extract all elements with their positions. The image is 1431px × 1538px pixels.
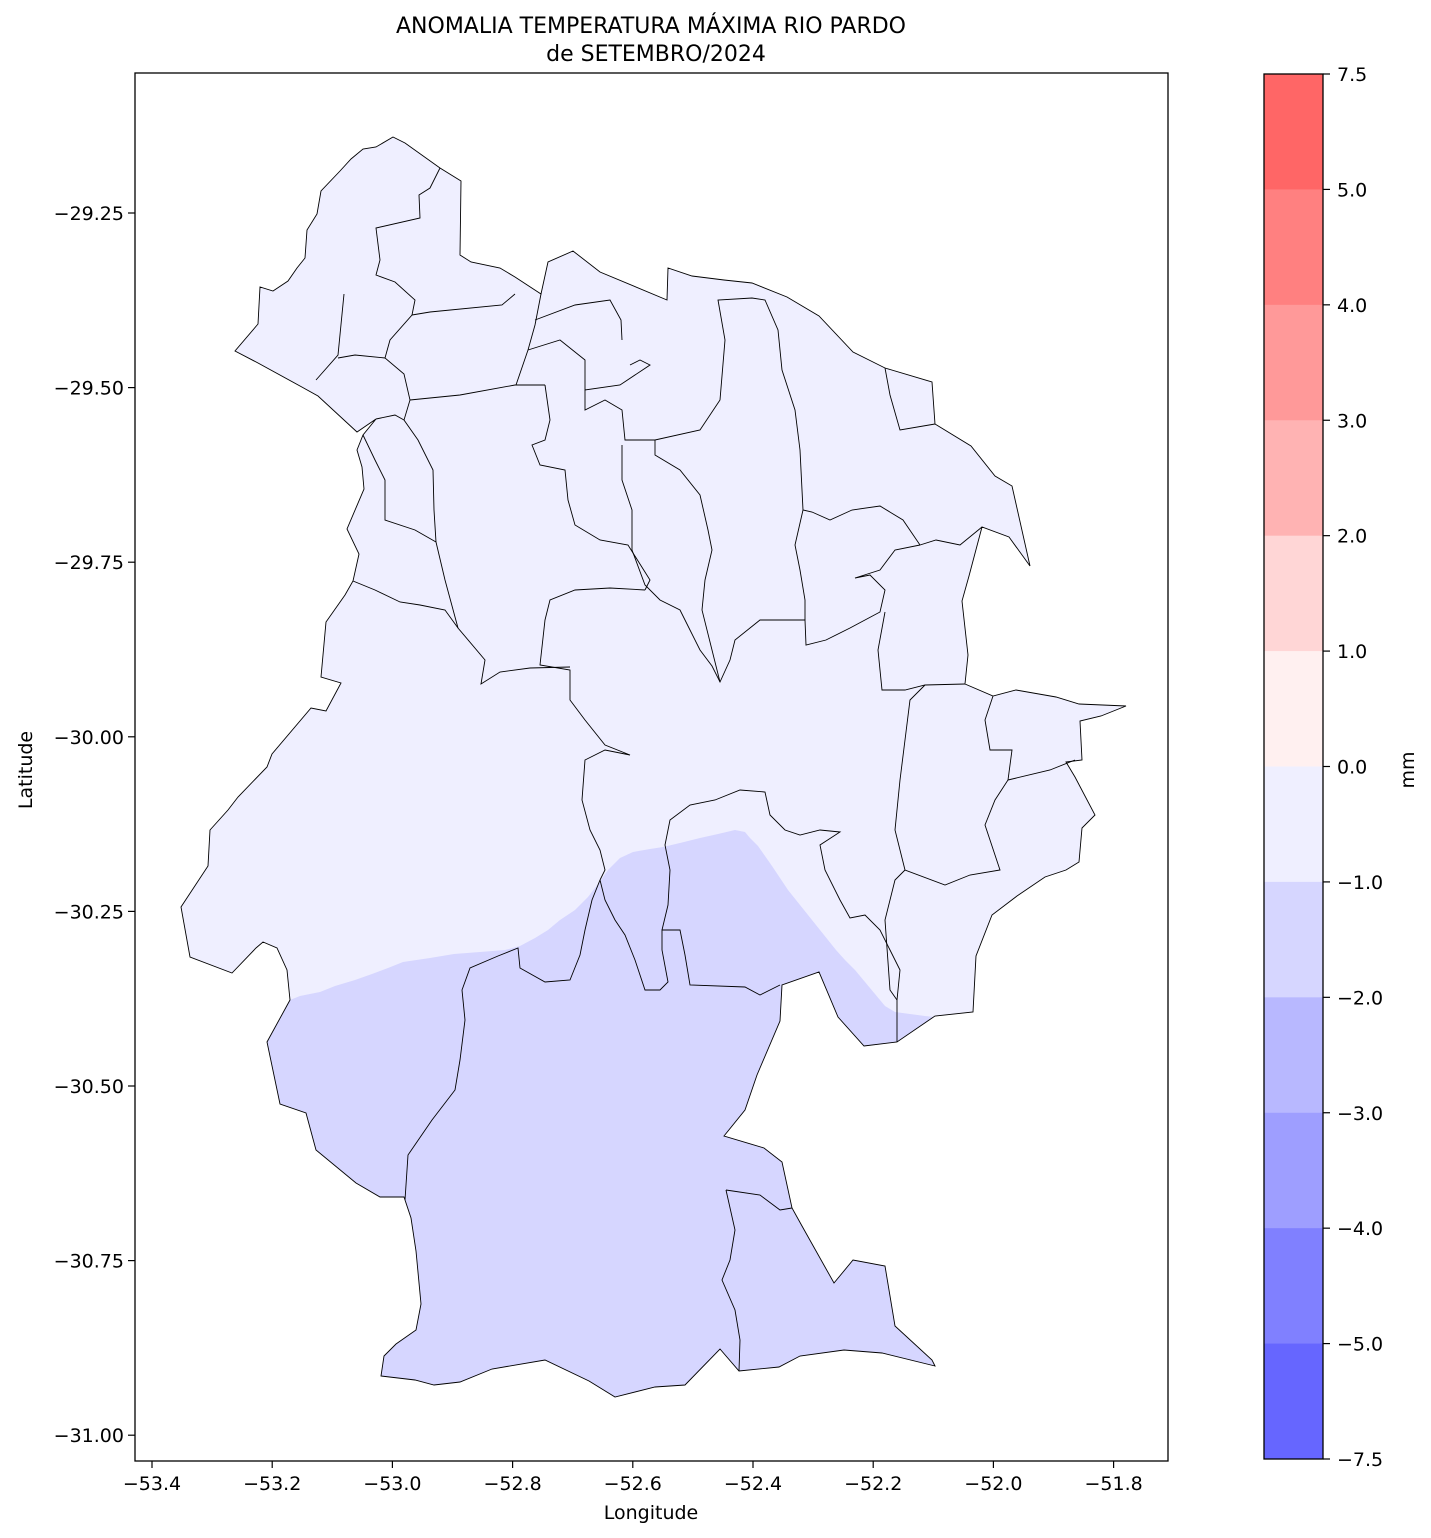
boundary-line xyxy=(539,587,646,881)
boundary-line xyxy=(404,879,601,1201)
boundary-line xyxy=(621,445,921,684)
colorbar-tick-label: −7.5 xyxy=(1337,1449,1383,1471)
y-tick-label: −30.50 xyxy=(54,1076,124,1098)
colorbar-tick-label: −1.0 xyxy=(1337,872,1383,894)
y-tick-label: −31.00 xyxy=(54,1425,124,1447)
x-tick-label: −51.8 xyxy=(1084,1473,1142,1495)
boundary-line xyxy=(352,580,459,629)
colorbar-tick-label: −4.0 xyxy=(1337,1218,1383,1240)
x-tick-label: −52.4 xyxy=(724,1473,782,1495)
x-tick-label: −52.6 xyxy=(604,1473,662,1495)
boundary-line xyxy=(409,384,545,401)
y-tick-label: −30.00 xyxy=(54,727,124,749)
boundary-line xyxy=(534,299,623,341)
colorbar-tick-label: 4.0 xyxy=(1337,295,1367,317)
colorbar-segment xyxy=(1264,766,1323,883)
boundary-line xyxy=(894,684,1013,886)
colorbar-segment xyxy=(1264,189,1323,306)
colorbar-tick-label: −5.0 xyxy=(1337,1334,1383,1356)
y-tick-label: −29.75 xyxy=(54,552,124,574)
municipal-boundaries xyxy=(315,167,1076,1372)
boundary-line xyxy=(877,611,966,691)
y-tick-label: −30.75 xyxy=(54,1251,124,1273)
colorbar-tick-label: 7.5 xyxy=(1337,64,1367,86)
boundary-line xyxy=(584,297,983,546)
boundary-line xyxy=(515,293,542,386)
colorbar-segment xyxy=(1264,997,1323,1114)
colorbar-segment xyxy=(1264,1112,1323,1229)
colorbar-segment xyxy=(1264,1343,1323,1460)
colorbar-label: mm xyxy=(1397,751,1419,788)
map-title-line1: ANOMALIA TEMPERATURA MÁXIMA RIO PARDO xyxy=(396,13,906,39)
boundary-line xyxy=(599,879,781,996)
colorbar-tick-label: 2.0 xyxy=(1337,526,1367,548)
boundary-line xyxy=(315,293,345,381)
colorbar-tick-label: 0.0 xyxy=(1337,757,1367,779)
x-tick-label: −53.0 xyxy=(363,1473,421,1495)
boundary-line xyxy=(375,414,405,421)
x-tick-label: −52.8 xyxy=(483,1473,541,1495)
boundary-line xyxy=(721,1189,741,1372)
x-tick-label: −53.4 xyxy=(123,1473,181,1495)
plot-frame xyxy=(134,72,1169,1462)
colorbar-tick-label: 3.0 xyxy=(1337,410,1367,432)
boundary-line xyxy=(531,384,651,591)
boundary-line xyxy=(661,789,901,1042)
boundary-line xyxy=(411,293,516,316)
colorbar-tick-label: 5.0 xyxy=(1337,179,1367,201)
y-tick-label: −29.25 xyxy=(54,203,124,225)
y-tick-label: −29.50 xyxy=(54,378,124,400)
colorbar-segment xyxy=(1264,304,1323,421)
colorbar-tick-label: −2.0 xyxy=(1337,987,1383,1009)
x-axis-ticks: −53.4 −53.2 −53.0 −52.8 −52.6 −52.4 −52.2 −52.0… xyxy=(123,1461,1143,1495)
y-axis-label: Latitude xyxy=(15,731,37,809)
boundary-line xyxy=(337,354,386,359)
boundary-line xyxy=(362,434,437,543)
x-tick-label: −53.2 xyxy=(243,1473,301,1495)
colorbar-segment xyxy=(1264,535,1323,652)
map-title-line2: de SETEMBRO/2024 xyxy=(546,42,766,67)
colorbar-segment xyxy=(1264,420,1323,537)
y-tick-label: −30.25 xyxy=(54,901,124,923)
boundary-line xyxy=(794,509,806,620)
boundary-line xyxy=(884,869,906,1001)
boundary-line xyxy=(527,339,651,391)
boundary-line xyxy=(1007,759,1076,781)
colorbar xyxy=(1264,74,1323,1460)
colorbar-tick-label: −3.0 xyxy=(1337,1103,1383,1125)
x-axis-label: Longitude xyxy=(604,1502,699,1524)
colorbar-ticks: 7.5 5.0 4.0 3.0 2.0 1.0 0.0 −1.0 −2.0 −3.0 −4.0 −5.… xyxy=(1323,64,1383,1471)
boundary-line xyxy=(725,1189,793,1211)
colorbar-segment xyxy=(1264,651,1323,767)
colorbar-segment xyxy=(1264,1228,1323,1345)
colorbar-segment xyxy=(1264,881,1323,998)
boundary-line xyxy=(375,167,571,685)
boundary-line xyxy=(654,440,721,683)
boundary-line xyxy=(884,367,936,431)
colorbar-segment xyxy=(1264,74,1323,190)
x-tick-label: −52.2 xyxy=(844,1473,902,1495)
colorbar-tick-label: 1.0 xyxy=(1337,641,1367,663)
x-tick-label: −52.0 xyxy=(964,1473,1022,1495)
y-axis-ticks: −29.25 −29.50 −29.75 −30.00 −30.25 −30.50 −30.… xyxy=(54,203,135,1447)
